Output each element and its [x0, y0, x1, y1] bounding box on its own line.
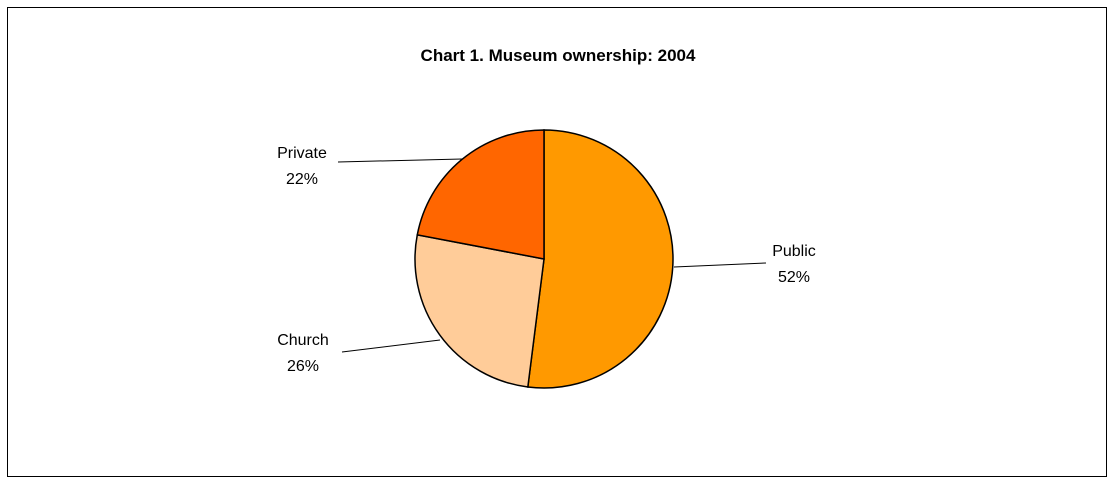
pie-slice-private: [416, 129, 545, 260]
slice-value-church: 26%: [287, 358, 319, 375]
leader-line-private: [337, 158, 463, 163]
slice-label-private: Private: [277, 145, 327, 162]
slice-label-public: Public: [772, 243, 816, 260]
leader-line-public: [673, 262, 767, 268]
slice-value-public: 52%: [778, 269, 810, 286]
chart-title: Chart 1. Museum ownership: 2004: [420, 46, 696, 65]
pie-slice-church: [414, 233, 545, 388]
slice-label-church: Church: [277, 332, 329, 349]
leader-line-church: [341, 339, 441, 353]
slice-value-private: 22%: [286, 171, 318, 188]
pie-slice-public: [526, 129, 674, 389]
